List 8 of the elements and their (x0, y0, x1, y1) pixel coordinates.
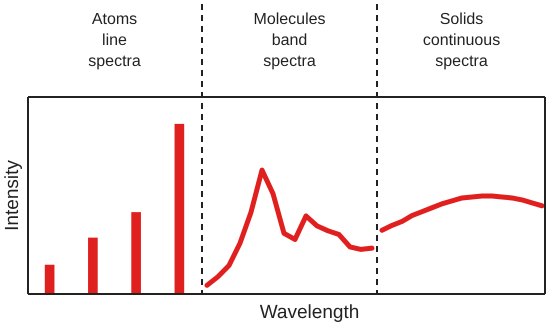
y-axis-title: Intensity (2, 160, 23, 231)
chart-title: Solids (440, 11, 484, 28)
chart-subtitle: continuous spectra (422, 32, 500, 70)
x-axis-title: Wavelength (260, 302, 360, 323)
chart-subtitle: band spectra (263, 32, 316, 70)
chart-title: Atoms (92, 11, 138, 28)
chart-subtitle: line spectra (88, 32, 141, 70)
chart-title: Molecules (253, 11, 326, 28)
